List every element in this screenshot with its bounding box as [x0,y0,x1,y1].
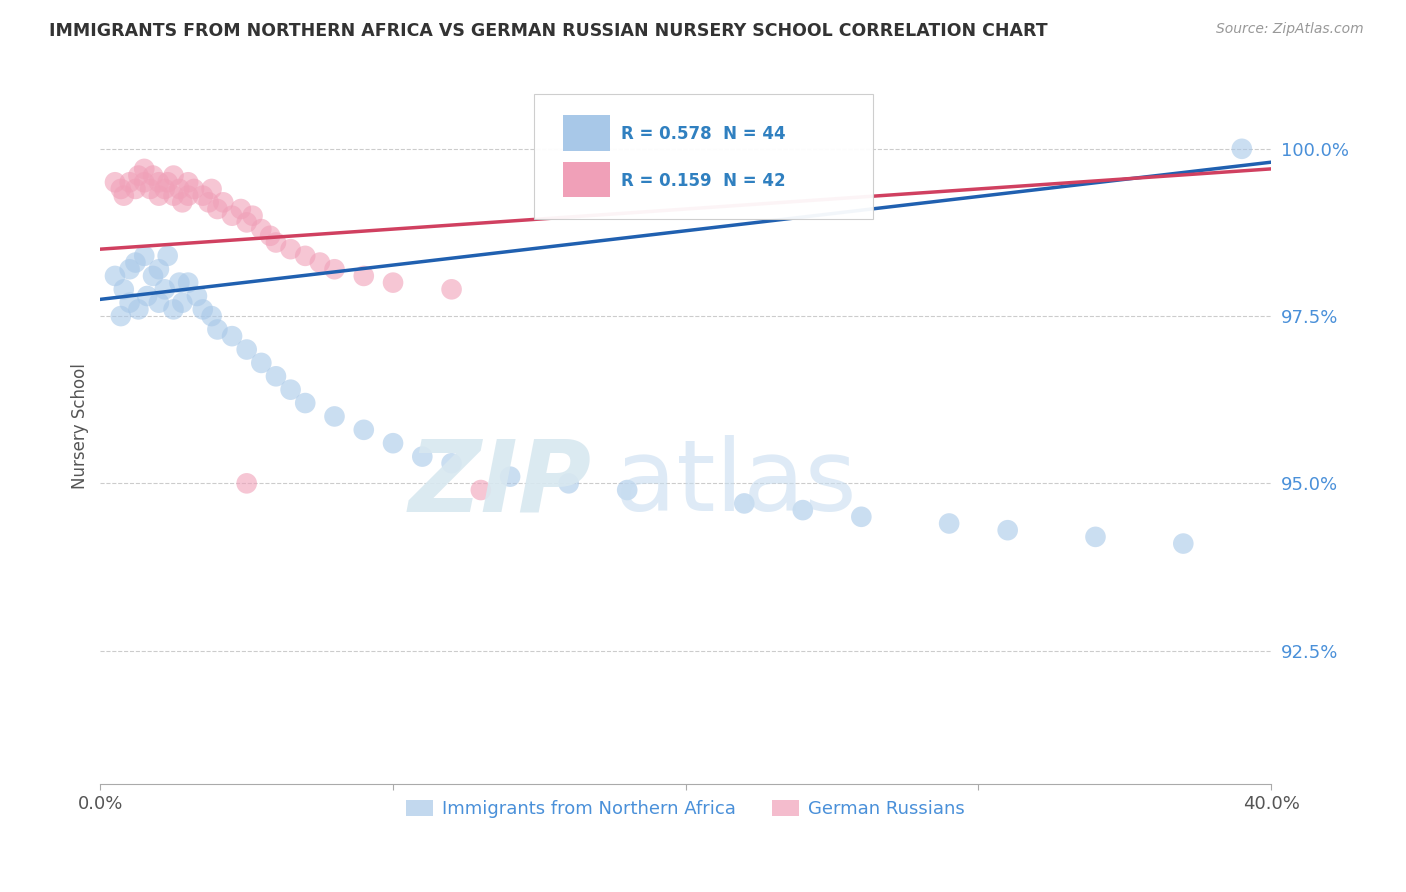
Point [200,309,222,323]
Point [110,309,132,323]
Point [183,182,205,196]
Point [250,356,273,370]
Point [156,175,179,189]
Point [110,182,132,196]
Point [118,295,141,310]
Text: atlas: atlas [616,435,858,533]
Point [235,343,257,357]
Point [616,483,638,497]
Point [162,302,184,317]
Point [250,222,273,236]
Point [1173,536,1195,550]
Point [153,282,176,296]
Point [162,169,184,183]
Point [156,249,179,263]
Point [1084,530,1107,544]
Point [124,182,146,196]
Point [353,423,375,437]
Point [112,282,135,296]
Text: Source: ZipAtlas.com: Source: ZipAtlas.com [1216,22,1364,37]
Point [221,209,243,223]
FancyBboxPatch shape [562,161,610,197]
Point [134,249,156,263]
Point [207,322,229,336]
Point [411,450,433,464]
Point [134,161,156,176]
Point [382,436,405,450]
Point [557,476,579,491]
Point [997,523,1019,537]
Point [134,175,156,189]
Point [938,516,960,531]
Point [112,188,135,202]
Point [118,262,141,277]
Point [148,295,170,310]
Point [142,169,165,183]
Point [148,188,170,202]
Point [294,396,316,410]
Point [142,268,165,283]
Point [136,289,159,303]
Point [242,209,264,223]
Point [118,175,141,189]
Point [153,182,176,196]
Point [127,302,149,317]
Point [280,242,302,256]
Point [191,188,214,202]
FancyBboxPatch shape [562,115,610,151]
Point [186,289,208,303]
Point [259,228,281,243]
Point [172,195,194,210]
Point [229,202,252,216]
Text: IMMIGRANTS FROM NORTHERN AFRICA VS GERMAN RUSSIAN NURSERY SCHOOL CORRELATION CHA: IMMIGRANTS FROM NORTHERN AFRICA VS GERMA… [49,22,1047,40]
Point [851,509,873,524]
Point [197,195,219,210]
Point [148,175,170,189]
Point [280,383,302,397]
Point [207,202,229,216]
Point [1230,142,1253,156]
Point [104,268,127,283]
Point [169,182,191,196]
Point [235,215,257,229]
Legend: Immigrants from Northern Africa, German Russians: Immigrants from Northern Africa, German … [399,793,973,825]
Point [177,276,200,290]
Point [323,262,346,277]
Text: R = 0.578  N = 44: R = 0.578 N = 44 [621,126,786,144]
Point [221,329,243,343]
Text: R = 0.159  N = 42: R = 0.159 N = 42 [621,172,786,190]
Point [177,175,200,189]
Point [162,188,184,202]
Point [440,456,463,470]
Point [139,182,162,196]
Point [104,175,127,189]
Point [235,476,257,491]
Point [470,483,492,497]
Point [172,295,194,310]
Point [440,282,463,296]
Point [264,235,287,250]
Point [382,276,405,290]
Point [148,262,170,277]
Point [212,195,235,210]
Point [499,469,522,483]
Point [353,268,375,283]
Point [127,169,149,183]
Y-axis label: Nursery School: Nursery School [72,364,89,490]
Point [264,369,287,384]
Point [792,503,814,517]
Point [323,409,346,424]
Point [309,255,332,269]
Point [200,182,222,196]
Point [169,276,191,290]
FancyBboxPatch shape [533,94,873,219]
Text: ZIP: ZIP [409,435,592,533]
Point [177,188,200,202]
Point [294,249,316,263]
Point [733,496,755,510]
Point [191,302,214,317]
Point [124,255,146,269]
